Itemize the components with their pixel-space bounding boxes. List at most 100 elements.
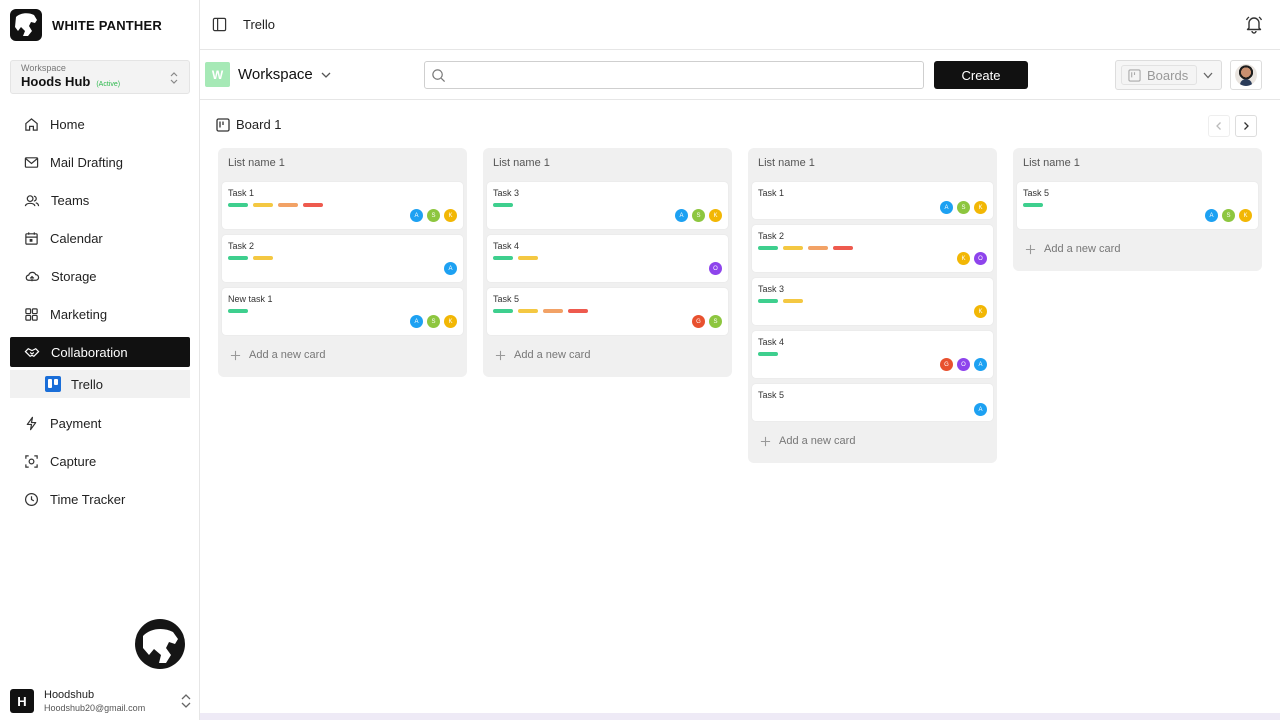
board-list: List name 1 Task 1 A S K Task 2 K O Task 3 K Task … (748, 148, 997, 463)
member-avatar[interactable]: S (709, 315, 722, 328)
card-title: Task 2 (758, 231, 785, 241)
workspace-dropdown[interactable]: W Workspace (205, 62, 333, 87)
brand[interactable]: WHITE PANTHER (10, 9, 162, 41)
member-avatar[interactable]: A (410, 209, 423, 222)
sidebar-item-marketing[interactable]: Marketing (10, 299, 190, 329)
user-email: Hoodshub20@gmail.com (44, 702, 146, 713)
sidebar-item-label: Payment (50, 415, 102, 431)
member-avatar[interactable]: S (427, 315, 440, 328)
grid-icon (25, 307, 38, 321)
board-icon (1128, 68, 1141, 82)
add-card-button[interactable]: Add a new card (1013, 235, 1262, 263)
sidebar-item-collaboration[interactable]: Collaboration (10, 337, 190, 367)
task-card[interactable]: Task 2 A (222, 235, 463, 282)
chevron-down-icon (1203, 72, 1213, 79)
sidebar-item-calendar[interactable]: Calendar (10, 223, 190, 253)
sidebar-item-capture[interactable]: Capture (10, 446, 190, 476)
search-input[interactable] (453, 66, 913, 84)
member-avatar[interactable]: K (444, 315, 457, 328)
sidebar-subitem-trello[interactable]: Trello (10, 370, 190, 398)
member-avatar[interactable]: K (709, 209, 722, 222)
member-avatar[interactable]: O (709, 262, 722, 275)
sidebar-item-label: Collaboration (51, 344, 128, 360)
member-avatar[interactable]: G (692, 315, 705, 328)
search-box[interactable] (424, 61, 924, 89)
list-title[interactable]: List name 1 (493, 157, 550, 169)
boards-dropdown[interactable]: Boards (1115, 60, 1222, 90)
member-avatar[interactable]: K (444, 209, 457, 222)
users-icon (24, 194, 40, 206)
sidebar-item-storage[interactable]: Storage (10, 261, 190, 291)
member-avatar[interactable]: A (675, 209, 688, 222)
create-button[interactable]: Create (934, 61, 1028, 89)
card-title: Task 1 (228, 188, 255, 198)
add-card-button[interactable]: Add a new card (748, 427, 997, 455)
next-page-button[interactable] (1235, 115, 1257, 137)
workspace-avatar: W (205, 62, 230, 87)
card-title: Task 3 (493, 188, 520, 198)
sidebar-item-time-tracker[interactable]: Time Tracker (10, 484, 190, 514)
member-avatar[interactable]: K (957, 252, 970, 265)
member-avatar[interactable]: S (427, 209, 440, 222)
member-avatar[interactable]: S (957, 201, 970, 214)
member-avatar[interactable]: A (974, 403, 987, 416)
board-header: Board 1 (216, 117, 282, 132)
task-card[interactable]: Task 4 O (487, 235, 728, 282)
card-title: Task 2 (228, 241, 255, 251)
member-avatar[interactable]: K (974, 201, 987, 214)
mail-icon (24, 156, 39, 168)
member-avatar[interactable]: G (940, 358, 953, 371)
member-avatar[interactable]: A (444, 262, 457, 275)
list-title[interactable]: List name 1 (758, 157, 815, 169)
sidebar-toggle-icon[interactable] (212, 17, 227, 32)
sidebar-item-label: Time Tracker (50, 491, 126, 507)
add-card-button[interactable]: Add a new card (483, 341, 732, 369)
workspace-switcher[interactable]: Workspace Hoods Hub (Active) (10, 60, 190, 94)
handshake-icon (24, 347, 40, 357)
card-label-yellow (783, 299, 803, 303)
member-avatar[interactable]: O (974, 252, 987, 265)
sidebar-item-label: Capture (50, 453, 97, 469)
member-avatar[interactable]: O (957, 358, 970, 371)
profile-button[interactable] (1230, 60, 1262, 90)
card-labels (228, 256, 273, 260)
sidebar-item-teams[interactable]: Teams (10, 185, 190, 215)
member-avatar[interactable]: K (1239, 209, 1252, 222)
member-avatar[interactable]: A (974, 358, 987, 371)
boards-label: Boards (1147, 67, 1189, 83)
member-avatar[interactable]: A (1205, 209, 1218, 222)
sidebar-item-mail-drafting[interactable]: Mail Drafting (10, 147, 190, 177)
card-labels (1023, 203, 1043, 207)
user-account-switcher[interactable]: H Hoodshub Hoodshub20@gmail.com (10, 686, 192, 716)
list-title[interactable]: List name 1 (1023, 157, 1080, 169)
task-card[interactable]: Task 3 K (752, 278, 993, 325)
member-avatar[interactable]: S (1222, 209, 1235, 222)
list-title[interactable]: List name 1 (228, 157, 285, 169)
task-card[interactable]: Task 5 A (752, 384, 993, 421)
member-avatar[interactable]: A (940, 201, 953, 214)
prev-page-button[interactable] (1208, 115, 1230, 137)
bell-icon[interactable] (1244, 14, 1264, 34)
sidebar-item-home[interactable]: Home (10, 109, 190, 139)
card-label-orange (808, 246, 828, 250)
member-avatar[interactable]: A (410, 315, 423, 328)
sidebar-item-payment[interactable]: Payment (10, 408, 190, 438)
search-icon (432, 69, 446, 83)
card-label-yellow (253, 203, 273, 207)
member-avatar[interactable]: K (974, 305, 987, 318)
add-card-button[interactable]: Add a new card (218, 341, 467, 369)
panther-logo-badge-icon (135, 619, 185, 669)
member-avatar[interactable]: S (692, 209, 705, 222)
